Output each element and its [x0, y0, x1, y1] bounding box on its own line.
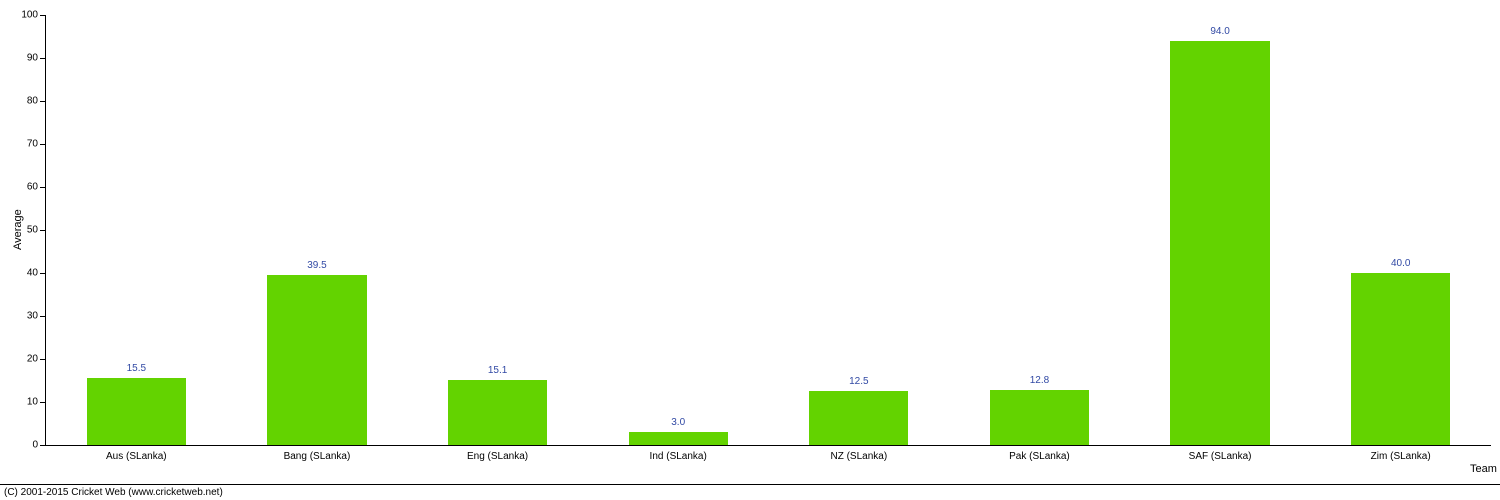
- bar: 15.5: [87, 378, 186, 445]
- bar-value-label: 40.0: [1391, 258, 1410, 269]
- x-tick-label: Zim (SLanka): [1371, 451, 1431, 462]
- bar: 40.0: [1351, 273, 1450, 445]
- y-tick: [40, 58, 46, 59]
- y-tick: [40, 144, 46, 145]
- x-tick-label: Pak (SLanka): [1009, 451, 1070, 462]
- footer-divider: [0, 484, 1500, 485]
- y-tick: [40, 402, 46, 403]
- y-tick-label: 0: [32, 440, 38, 451]
- x-tick-label: Aus (SLanka): [106, 451, 167, 462]
- y-tick-label: 60: [27, 182, 38, 193]
- y-tick: [40, 101, 46, 102]
- x-tick-label: Eng (SLanka): [467, 451, 528, 462]
- x-tick-label: Ind (SLanka): [650, 451, 707, 462]
- y-tick: [40, 273, 46, 274]
- y-axis-title: Average: [12, 209, 24, 250]
- y-tick: [40, 316, 46, 317]
- plot-area: 010203040506070809010015.5Aus (SLanka)39…: [45, 15, 1491, 446]
- x-tick-label: NZ (SLanka): [830, 451, 887, 462]
- y-tick-label: 70: [27, 139, 38, 150]
- bar-value-label: 94.0: [1210, 26, 1229, 37]
- y-tick-label: 90: [27, 53, 38, 64]
- bar: 39.5: [267, 275, 366, 445]
- bar-value-label: 12.8: [1030, 375, 1049, 386]
- bar-value-label: 3.0: [671, 417, 685, 428]
- bar-value-label: 39.5: [307, 260, 326, 271]
- y-tick: [40, 445, 46, 446]
- y-tick-label: 100: [21, 10, 38, 21]
- chart-container: 0 10 20 30 40 50 60 70 80 90 100 15.5 Aus (SLanka) 39…: [0, 0, 1500, 500]
- y-tick-label: 40: [27, 268, 38, 279]
- y-tick: [40, 15, 46, 16]
- bar: 15.1: [448, 380, 547, 445]
- bar-value-label: 15.5: [127, 363, 146, 374]
- y-tick: [40, 359, 46, 360]
- y-tick-label: 30: [27, 311, 38, 322]
- bar-value-label: 12.5: [849, 376, 868, 387]
- credit-text: (C) 2001-2015 Cricket Web (www.cricketwe…: [4, 487, 223, 498]
- bar: 12.8: [990, 390, 1089, 445]
- x-axis-title: Team: [1470, 463, 1497, 475]
- y-tick: [40, 230, 46, 231]
- bar-value-label: 15.1: [488, 365, 507, 376]
- x-tick-label: SAF (SLanka): [1189, 451, 1252, 462]
- x-tick-label: Bang (SLanka): [284, 451, 351, 462]
- bar: 12.5: [809, 391, 908, 445]
- y-tick-label: 50: [27, 225, 38, 236]
- y-tick-label: 10: [27, 397, 38, 408]
- bar: 94.0: [1170, 41, 1269, 445]
- y-tick: [40, 187, 46, 188]
- y-tick-label: 80: [27, 96, 38, 107]
- y-tick-label: 20: [27, 354, 38, 365]
- bar: 3.0: [629, 432, 728, 445]
